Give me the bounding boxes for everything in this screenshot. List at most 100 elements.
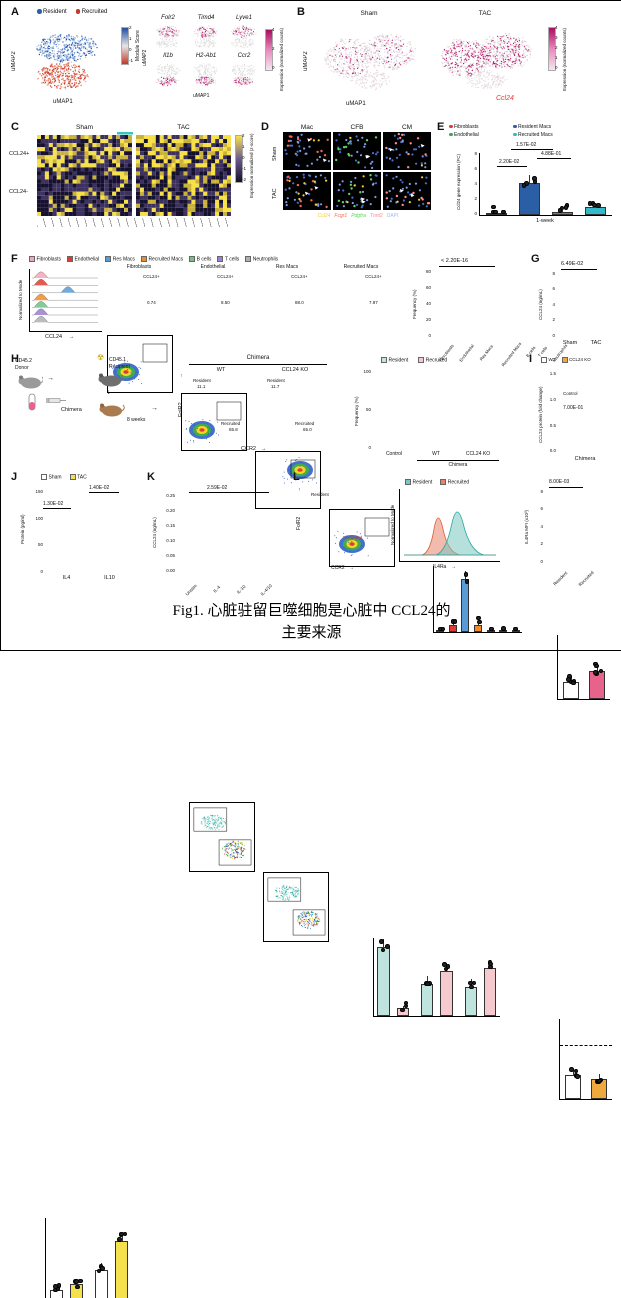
gate-label-resident: Resident [311,492,329,497]
l-hist-xlabel: IL4Ra [433,564,446,570]
swatch [449,125,453,129]
h-recipient-line1: CD45.1 [109,357,126,363]
xtick-label: IL-10 [236,584,247,595]
gate-label: CCL24+ [365,274,382,279]
umap-module-score-plot [21,23,115,97]
l-flow-xlabel: CCR2 [331,565,345,571]
swatch [41,474,47,480]
sig-line [561,269,597,270]
xtick-label: Unstim [185,583,198,596]
e-bar-chart [479,153,612,216]
tick: 100 [361,370,371,375]
xtick-label: IL-4/10 [260,583,273,596]
tick: 50 [31,543,43,548]
panel-a-label: A [11,6,19,18]
arrow-right-icon: → [151,405,158,412]
l-bar-pvalue: 8.00E-03 [549,479,569,485]
swatch [449,133,453,137]
b-ylabel: uMAP2 [303,43,309,79]
f-legend-item: B cells [189,256,211,262]
tick: 4 [467,182,477,187]
swatch [217,256,223,262]
a-grid-ylabel: uMAP2 [143,41,148,75]
g-xlabels: Sham TAC [557,340,609,346]
figure: A Resident Recruited uMAP2 uMAP1 2 1 0 -… [0,0,621,651]
legend-label: Resident Macs [518,124,551,130]
stain-fcgr1: Fcgr1 [334,213,347,219]
e-pvalue-1: 1.57E-02 [516,142,536,148]
legend-label: Endothelial [74,256,99,262]
j-legend: Sham TAC [41,474,87,480]
tick: 4 [547,303,555,308]
h-flow-plot-ko [263,872,329,942]
swatch [105,256,111,262]
tick: 0.05 [161,554,175,559]
f-legend-item: Fibroblasts [29,256,61,262]
i-yticks: 1.5 1.0 0.5 0.0 [546,372,556,454]
b-gene-label: Ccl24 [496,95,514,102]
a-main-ylabel: uMAP2 [11,41,17,81]
legend-label: Resident [413,479,433,485]
heatmap [37,132,231,216]
c-sham-header: Sham [37,124,132,131]
legend-label: WT [549,357,556,362]
tick: 1.5 [546,372,556,377]
tick: 0.0 [546,449,556,454]
tick: 0.5 [546,424,556,429]
tick: 40 [421,302,431,307]
resident-swatch [37,9,42,14]
gate-pct: 65.0 [303,427,312,432]
f-bar-ylabel: Frequency (%) [413,279,418,329]
if-image [283,172,331,210]
gate-label: CCL24+ [291,274,308,279]
l-hist-legend: Resident Recruited [405,479,469,485]
tick: 0 [361,446,371,451]
panel-i-label: I [529,353,532,365]
sig-line [511,149,553,150]
i-legend: WT CCL24 KO [541,357,591,363]
swatch [245,256,251,262]
xtick-label: Sham [557,340,583,346]
umap-ccl24-sham-plot [313,20,425,98]
g-ylabel: CCL24 (ng/mL) [539,277,544,333]
sig-line [189,492,269,493]
tick: 100 [31,517,43,522]
f-legend-item: Recruited Macs [141,256,183,262]
panel-c-label: C [11,121,19,133]
legend-label: Recruited Macs [148,256,183,262]
d-row-sham: Sham [273,137,279,171]
h-bar-legend: Resident Recruited [381,357,447,363]
flow-scatter [190,803,252,869]
d-col-cfb: CFB [333,124,381,131]
tube-icon [27,393,37,411]
tick: 8 [547,272,555,277]
gene-title: Timd4 [189,15,223,21]
flow-scatter [264,873,326,939]
k-pvalue: 2.59E-02 [207,485,227,491]
umap-ccl24-tac-plot [429,20,541,98]
h-chimera-label: Chimera [61,407,82,413]
h-flow-xlabel: CCR2 [241,446,256,452]
sig-line [89,492,119,493]
j-xlabels: IL4 IL10 [45,575,131,581]
tick: 0 [555,66,562,71]
legend-label: T cells [225,256,239,262]
legend-label: CCL24 KO [569,357,591,362]
tick: 3 [555,36,562,41]
a-main-xlabel: uMAP1 [53,99,73,105]
tick: 0.00 [161,569,175,574]
mouse-icon [97,401,125,417]
legend-label: Recruited [426,357,447,363]
gate-label: CCL24+ [217,274,234,279]
tick: 0 [547,334,555,339]
f-bar-yticks: 80 60 40 20 0 [421,270,431,338]
d-col-cm: CM [383,124,431,131]
xtick-label: IL-4 [212,584,221,593]
j-bar-chart [45,1218,132,1298]
h-flow-plot-wt [189,802,255,872]
f-flow-title: Recruited Macs [329,264,393,270]
h-donor-line2: Donor [15,365,29,371]
f-flow-plot [255,451,321,509]
l-hist-curves [400,489,500,559]
e-legend-resident-macs: Resident Macs [513,124,551,130]
